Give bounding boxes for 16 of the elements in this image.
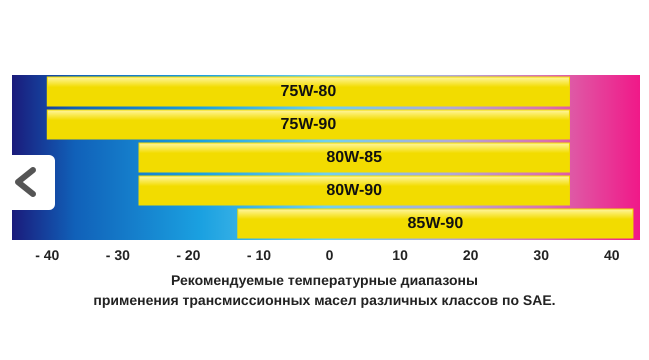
y-tick-label: 80W-85 [326, 149, 382, 166]
y-tick-label: 80W-90 [326, 182, 382, 199]
y-tick-label: 85W-90 [408, 215, 464, 232]
x-tick-label: - 10 [246, 247, 272, 263]
text: Рекомендуемые температурные диапазоны [170, 271, 479, 290]
x-tick-label: - 20 [176, 247, 201, 263]
x-tick-label: 20 [462, 247, 479, 263]
x-tick-label: 30 [533, 247, 550, 263]
text: применения трансмиссионных масел различных классов по SAE. [92, 291, 557, 310]
x-tick-label: - 40 [35, 247, 60, 263]
x-tick-label: 40 [604, 247, 620, 263]
x-tick-label: - 30 [106, 247, 130, 263]
y-tick-label: 75W-90 [280, 116, 336, 133]
x-tick-label: 10 [392, 247, 408, 263]
y-tick-label: 75W-80 [280, 83, 336, 100]
x-tick-label: 0 [326, 247, 334, 263]
